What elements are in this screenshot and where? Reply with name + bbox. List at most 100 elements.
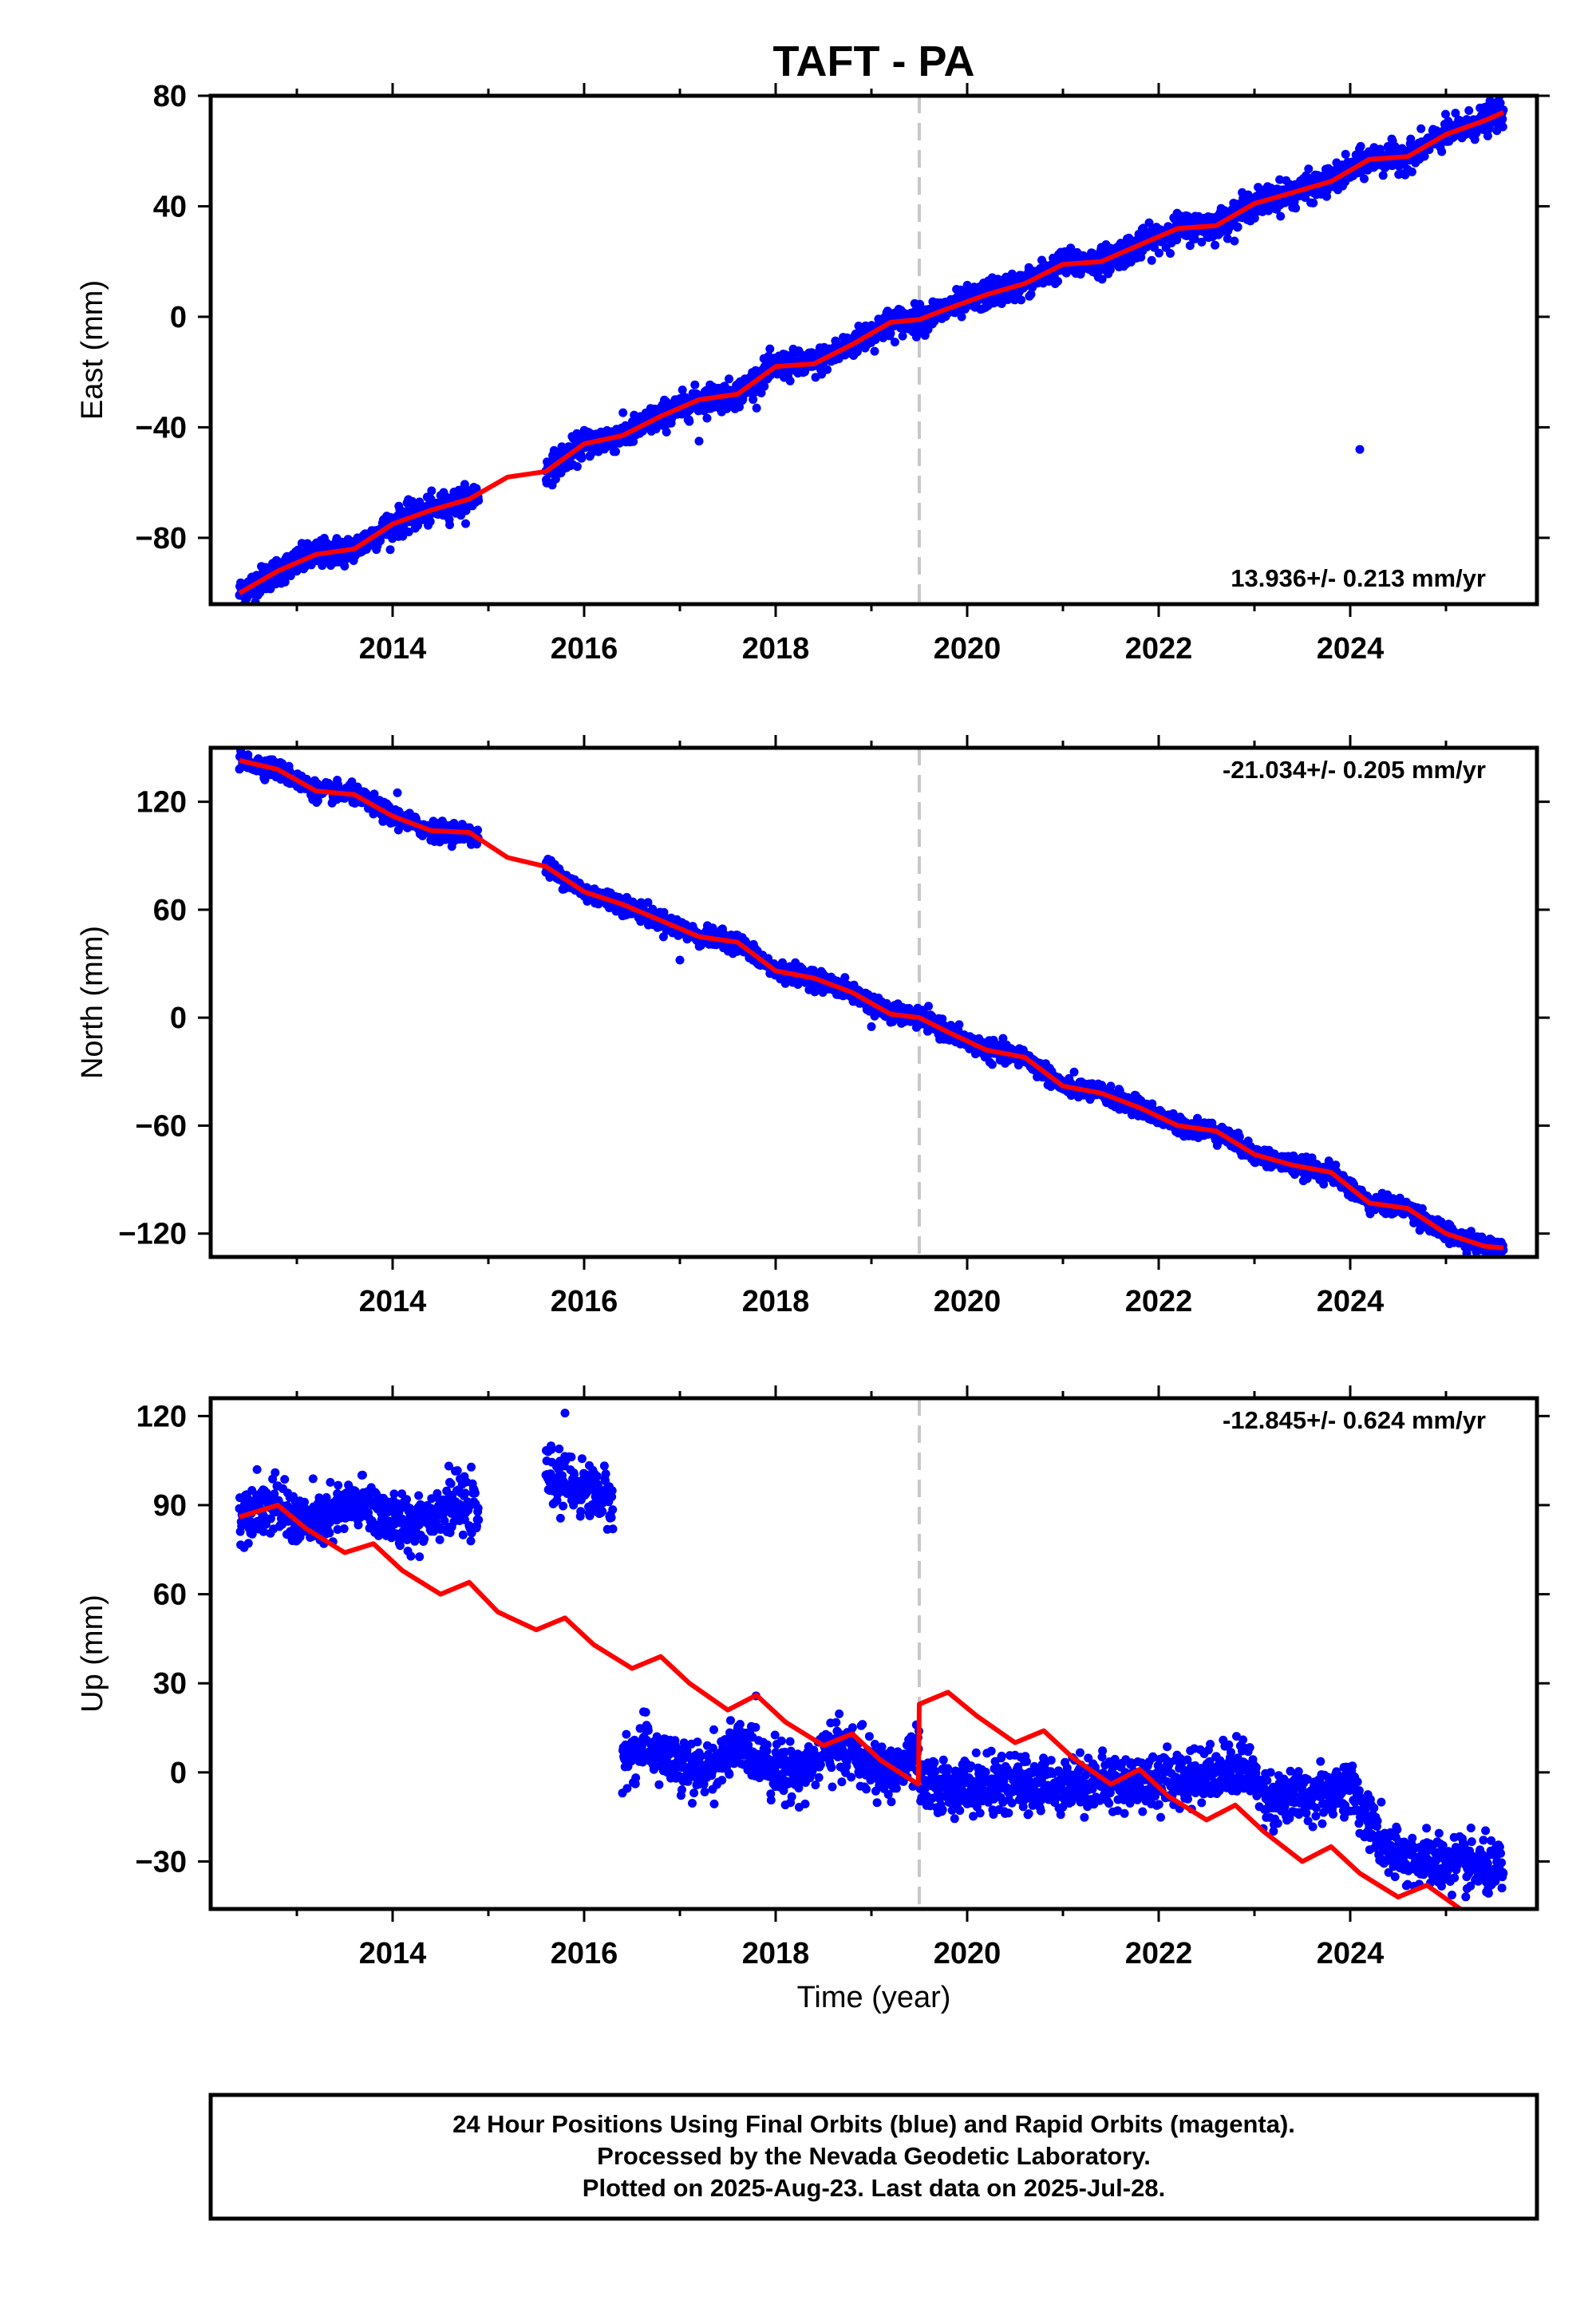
data-point bbox=[678, 385, 687, 395]
data-point bbox=[445, 520, 454, 530]
data-point bbox=[1341, 149, 1350, 159]
plot-area bbox=[235, 748, 1508, 1257]
data-point bbox=[987, 1060, 997, 1069]
plot-area bbox=[235, 96, 1508, 604]
data-point bbox=[1069, 1067, 1079, 1077]
data-point bbox=[1053, 277, 1062, 286]
y-tick-label: 80 bbox=[153, 80, 187, 113]
data-point bbox=[473, 825, 483, 835]
data-point bbox=[725, 374, 733, 384]
data-point bbox=[347, 777, 357, 787]
data-point bbox=[385, 545, 395, 555]
data-point bbox=[1464, 106, 1474, 115]
y-tick-label: −80 bbox=[136, 522, 187, 555]
east-panel: 2014 2016 2018 2020 2022 2024−80−4004080East … bbox=[76, 80, 1550, 666]
data-point bbox=[702, 413, 712, 423]
data-point bbox=[1495, 98, 1505, 108]
x-tick-label: 2016 bbox=[551, 632, 618, 666]
data-point bbox=[1147, 255, 1156, 265]
data-point bbox=[643, 898, 653, 907]
data-point bbox=[427, 486, 437, 496]
outlier-point bbox=[694, 437, 704, 446]
data-point bbox=[1437, 147, 1447, 156]
data-point bbox=[1275, 175, 1285, 184]
x-tick-label: 2024 bbox=[1317, 632, 1385, 666]
data-point bbox=[618, 408, 628, 417]
data-point bbox=[924, 1002, 933, 1011]
data-point bbox=[1420, 152, 1429, 161]
outlier-point bbox=[1355, 445, 1365, 454]
data-point bbox=[1185, 241, 1195, 251]
data-point bbox=[662, 427, 671, 437]
data-point bbox=[765, 344, 775, 354]
data-point bbox=[1105, 265, 1115, 275]
data-point bbox=[1197, 237, 1207, 247]
data-point bbox=[1451, 109, 1460, 118]
data-point bbox=[1360, 174, 1369, 184]
outlier-point bbox=[886, 329, 895, 338]
data-point bbox=[1407, 167, 1416, 176]
data-point bbox=[1223, 234, 1232, 243]
chart-title: TAFT - PA bbox=[773, 38, 975, 85]
data-point bbox=[629, 437, 638, 446]
data-point bbox=[840, 973, 850, 982]
data-point bbox=[852, 347, 862, 357]
y-axis-label: East (mm) bbox=[76, 280, 109, 420]
data-point bbox=[735, 402, 744, 412]
data-point bbox=[954, 1020, 964, 1030]
data-point bbox=[474, 496, 484, 505]
data-point bbox=[752, 403, 761, 413]
data-point bbox=[1017, 295, 1026, 305]
data-point bbox=[1250, 213, 1259, 223]
data-point bbox=[611, 447, 620, 456]
data-point bbox=[1483, 131, 1492, 140]
data-point bbox=[1498, 122, 1507, 132]
data-point bbox=[340, 561, 350, 571]
data-point bbox=[1309, 198, 1318, 207]
data-point bbox=[898, 331, 907, 341]
data-point bbox=[1356, 141, 1365, 151]
data-point bbox=[1190, 235, 1199, 243]
data-point bbox=[989, 1035, 998, 1045]
x-tick-label: 2018 bbox=[742, 632, 810, 666]
data-point bbox=[1498, 114, 1507, 124]
data-point bbox=[685, 417, 694, 426]
data-point bbox=[823, 365, 832, 374]
data-point bbox=[938, 1014, 947, 1024]
data-point bbox=[313, 796, 322, 805]
data-point bbox=[1406, 134, 1416, 144]
data-point bbox=[870, 346, 879, 356]
north-panel: 2014 2016 2018 2020 2022 2024−120−60060120Nor… bbox=[76, 735, 1550, 1318]
data-point bbox=[461, 519, 470, 528]
data-point bbox=[1026, 290, 1036, 299]
data-point bbox=[1441, 109, 1450, 119]
data-point bbox=[1233, 222, 1242, 231]
data-point bbox=[376, 536, 385, 546]
velocity-rate-label: 13.936+/- 0.213 mm/yr bbox=[1231, 564, 1486, 592]
data-point bbox=[1291, 204, 1301, 213]
data-point bbox=[1166, 249, 1175, 258]
data-point bbox=[882, 998, 891, 1008]
model-fit-line bbox=[238, 110, 1505, 595]
x-tick-label: 2022 bbox=[1125, 632, 1193, 666]
data-point bbox=[1154, 248, 1163, 258]
data-point bbox=[690, 380, 700, 389]
data-point bbox=[1485, 124, 1495, 133]
panel-frame bbox=[208, 93, 1539, 607]
y-tick-label: 40 bbox=[153, 190, 187, 223]
data-point bbox=[1097, 275, 1107, 284]
data-point bbox=[404, 528, 413, 536]
data-point bbox=[572, 462, 582, 472]
data-point bbox=[577, 453, 587, 463]
data-point bbox=[785, 376, 795, 385]
data-point bbox=[854, 322, 863, 330]
data-point bbox=[915, 299, 925, 309]
data-point bbox=[890, 338, 899, 347]
data-point bbox=[998, 1034, 1008, 1043]
data-point bbox=[280, 577, 290, 587]
data-point bbox=[957, 312, 966, 322]
data-point bbox=[286, 571, 295, 580]
data-point bbox=[651, 425, 661, 433]
data-point bbox=[1172, 235, 1182, 245]
y-tick-label: 0 bbox=[170, 301, 187, 334]
